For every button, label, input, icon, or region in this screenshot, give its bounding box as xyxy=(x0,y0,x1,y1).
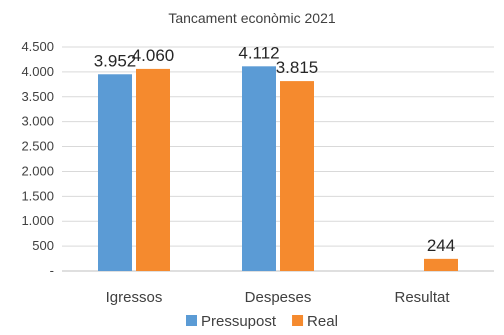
bar-pressupost xyxy=(242,66,276,271)
data-label: 3.815 xyxy=(276,58,319,77)
y-tick-label: 3.500 xyxy=(21,89,54,104)
x-tick-label: Resultat xyxy=(394,289,450,306)
y-tick-label: 1.000 xyxy=(21,213,54,228)
x-tick-label: Despeses xyxy=(245,289,312,306)
y-tick-label: 4.500 xyxy=(21,39,54,54)
data-label: 4.112 xyxy=(238,43,279,62)
legend-swatch-pressupost xyxy=(186,315,197,326)
bar-real xyxy=(424,258,458,271)
legend-label: Pressupost xyxy=(201,313,277,330)
y-tick-label: 3.000 xyxy=(21,114,54,129)
data-label: 3.952 xyxy=(94,51,137,70)
x-tick-label: Igressos xyxy=(106,289,163,306)
y-tick-label: 2.000 xyxy=(21,163,54,178)
bar-real xyxy=(280,81,314,271)
legend: Pressupost Real xyxy=(186,313,338,330)
y-tick-label: 1.500 xyxy=(21,188,54,203)
x-axis: Igressos Despeses Resultat xyxy=(106,289,451,306)
legend-label: Real xyxy=(307,313,338,330)
data-label: 244 xyxy=(427,236,455,255)
bar-pressupost xyxy=(98,74,132,271)
gridlines xyxy=(62,46,494,272)
y-tick-label: 4.000 xyxy=(21,64,54,79)
y-tick-label: 2.500 xyxy=(21,139,54,154)
y-tick-label: - xyxy=(50,263,54,278)
data-label: 4.060 xyxy=(132,46,175,65)
bars xyxy=(98,66,458,271)
y-axis: - 500 1.000 1.500 2.000 2.500 3.000 3.500 4.000 4… xyxy=(21,39,54,278)
y-tick-label: 500 xyxy=(32,238,54,253)
bar-real xyxy=(136,68,170,271)
chart-title: Tancament econòmic 2021 xyxy=(168,10,336,26)
legend-swatch-real xyxy=(292,315,304,326)
